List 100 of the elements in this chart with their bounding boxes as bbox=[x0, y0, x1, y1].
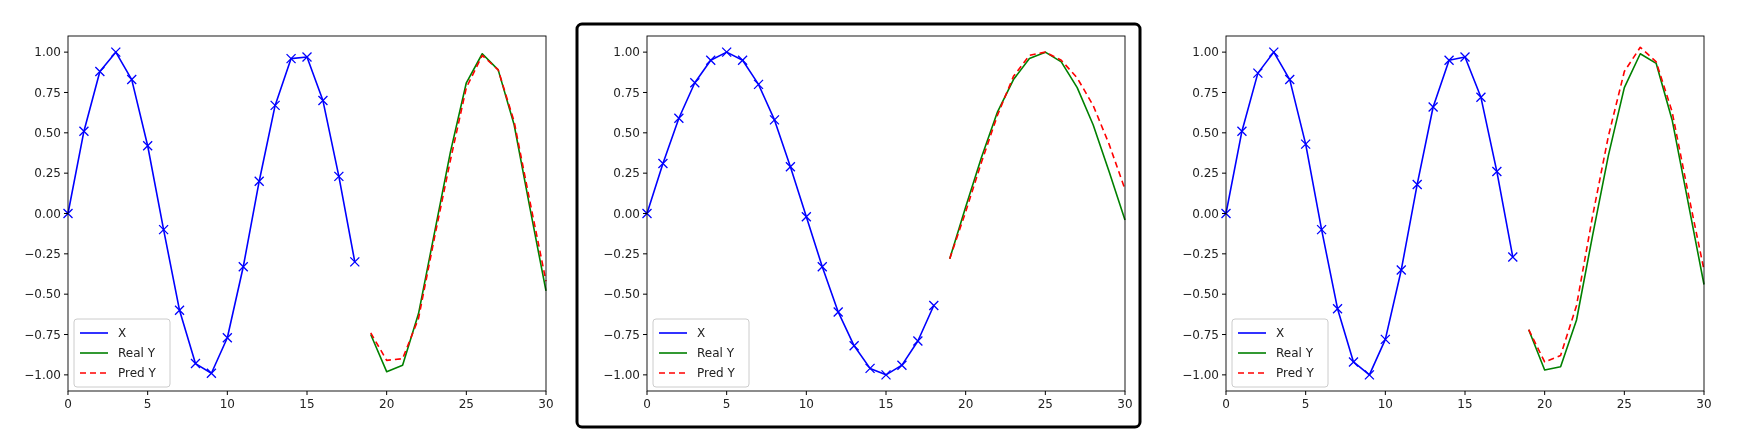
y-tick-label: −1.00 bbox=[24, 368, 61, 383]
y-tick-label: −0.25 bbox=[24, 247, 61, 262]
point bbox=[1443, 55, 1455, 66]
point bbox=[285, 53, 297, 64]
point bbox=[1475, 92, 1487, 103]
point bbox=[801, 211, 812, 222]
x-tick-label: 25 bbox=[1037, 397, 1053, 411]
y-tick-label: 1.00 bbox=[34, 45, 61, 60]
y-tick-label: −0.50 bbox=[603, 287, 640, 302]
y-tick-label: 0.25 bbox=[34, 166, 61, 181]
point bbox=[1332, 303, 1343, 314]
point bbox=[269, 100, 281, 111]
point bbox=[737, 55, 748, 66]
y-tick-label: 0.75 bbox=[613, 85, 640, 100]
y-tick-label: 0.75 bbox=[1192, 85, 1219, 100]
point bbox=[880, 369, 892, 381]
y-tick-label: −0.25 bbox=[603, 247, 640, 262]
point bbox=[817, 261, 828, 272]
y-tick-label: 1.00 bbox=[1192, 45, 1219, 60]
point bbox=[190, 358, 201, 369]
x-tick-label: 30 bbox=[1117, 397, 1133, 411]
x-tick-label: 0 bbox=[1222, 397, 1230, 411]
point bbox=[94, 66, 106, 77]
point bbox=[174, 305, 185, 316]
point bbox=[1380, 334, 1391, 345]
y-tick-label: −1.00 bbox=[603, 368, 640, 383]
y-tick-label: −0.50 bbox=[1182, 287, 1219, 302]
point bbox=[349, 256, 360, 268]
point bbox=[864, 363, 876, 374]
legend-label: X bbox=[1276, 326, 1285, 341]
y-tick-label: 0.00 bbox=[613, 206, 640, 221]
point bbox=[912, 335, 924, 347]
x-tick-label: 30 bbox=[538, 397, 554, 411]
point bbox=[1459, 51, 1471, 63]
point bbox=[896, 360, 908, 371]
point bbox=[301, 51, 313, 63]
line-series bbox=[948, 51, 1126, 260]
x-tick-label: 5 bbox=[143, 397, 152, 411]
y-tick-label: 0.00 bbox=[34, 206, 61, 221]
legend-label: Real Y bbox=[1276, 346, 1314, 361]
point bbox=[158, 224, 169, 235]
y-tick-label: 0.50 bbox=[1192, 126, 1219, 141]
x-tick-label: 10 bbox=[219, 397, 235, 411]
point bbox=[1396, 264, 1407, 276]
point bbox=[317, 95, 329, 106]
y-tick-label: −0.50 bbox=[24, 287, 61, 302]
legend-label: Pred Y bbox=[1276, 366, 1315, 381]
y-tick-label: 1.00 bbox=[613, 45, 640, 60]
y-tick-label: −1.00 bbox=[1182, 368, 1219, 383]
y-tick-label: 0.25 bbox=[1192, 166, 1219, 181]
x-tick-label: 5 bbox=[722, 397, 731, 411]
x-tick-label: 20 bbox=[379, 397, 395, 411]
y-tick-label: −0.75 bbox=[1182, 327, 1219, 342]
point bbox=[689, 77, 700, 88]
point bbox=[1491, 166, 1503, 177]
point bbox=[110, 46, 121, 58]
x-tick-label: 20 bbox=[1537, 397, 1553, 411]
point bbox=[1300, 138, 1311, 150]
point bbox=[238, 261, 249, 272]
point bbox=[1252, 67, 1264, 79]
point bbox=[848, 340, 860, 351]
y-tick-label: 0.50 bbox=[613, 126, 640, 141]
point bbox=[254, 176, 265, 187]
x-tick-label: 30 bbox=[1696, 397, 1712, 411]
point bbox=[62, 208, 74, 219]
legend-label: Pred Y bbox=[118, 366, 157, 381]
point bbox=[1364, 369, 1375, 381]
point bbox=[1412, 179, 1423, 190]
x-tick-label: 0 bbox=[64, 397, 72, 411]
x-tick-label: 15 bbox=[878, 397, 894, 411]
legend-label: Real Y bbox=[697, 346, 735, 361]
legend-label: Pred Y bbox=[697, 366, 736, 381]
point bbox=[641, 208, 653, 219]
point bbox=[1427, 101, 1439, 113]
point bbox=[206, 368, 217, 379]
y-tick-label: −0.25 bbox=[1182, 247, 1219, 262]
point bbox=[142, 140, 153, 151]
x-tick-label: 10 bbox=[798, 397, 814, 411]
point bbox=[1236, 126, 1248, 137]
point bbox=[1284, 74, 1295, 85]
point bbox=[753, 79, 764, 90]
point bbox=[126, 74, 137, 85]
y-tick-label: −0.75 bbox=[24, 327, 61, 342]
y-tick-label: 0.25 bbox=[613, 166, 640, 181]
legend-label: X bbox=[118, 326, 127, 341]
y-tick-label: 0.00 bbox=[1192, 206, 1219, 221]
x-tick-label: 10 bbox=[1377, 397, 1393, 411]
x-tick-label: 20 bbox=[958, 397, 974, 411]
point bbox=[222, 332, 233, 343]
point bbox=[1507, 251, 1518, 263]
point bbox=[1348, 356, 1359, 368]
x-tick-label: 25 bbox=[458, 397, 474, 411]
x-tick-label: 15 bbox=[299, 397, 315, 411]
legend-label: Real Y bbox=[118, 346, 156, 361]
point bbox=[673, 113, 685, 124]
legend-label: X bbox=[697, 326, 706, 341]
x-tick-label: 0 bbox=[643, 397, 651, 411]
point bbox=[721, 46, 732, 58]
point bbox=[769, 114, 780, 126]
point bbox=[928, 300, 939, 311]
